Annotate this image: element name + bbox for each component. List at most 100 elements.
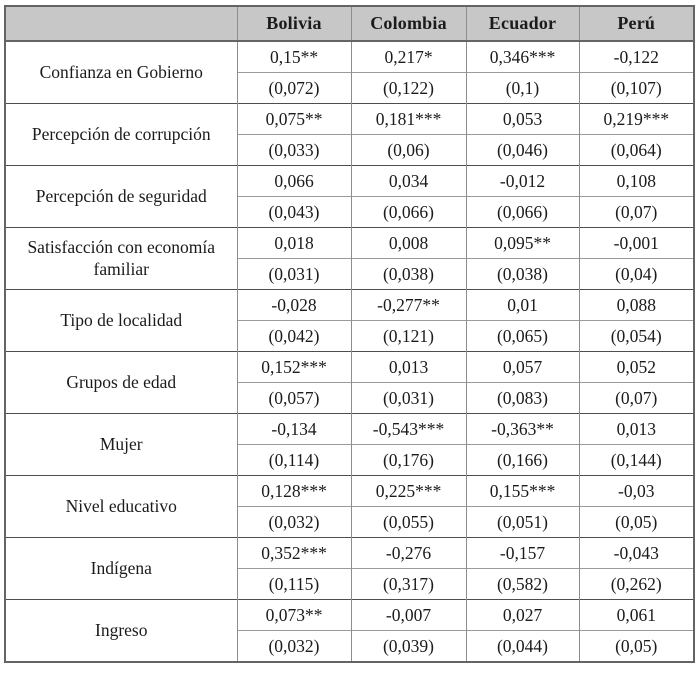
table-header: Bolivia Colombia Ecuador Perú xyxy=(5,6,694,42)
table-row-coefficients: Grupos de edad 0,152*** 0,013 0,057 0,052 xyxy=(5,351,694,414)
coefficient-cell: 0,057 xyxy=(465,351,579,383)
coefficient-cell: 0,219*** xyxy=(578,103,694,135)
table-row-std-errors: (0,057) (0,031) (0,083) (0,07) xyxy=(5,382,694,414)
table-row-coefficients: Ingreso 0,073** -0,007 0,027 0,061 xyxy=(5,599,694,662)
row-label: Percepción de corrupción xyxy=(5,103,237,166)
coefficient-cell: 0,217* xyxy=(350,40,466,73)
coefficient-cell: 0,225*** xyxy=(350,475,466,507)
table-row-std-errors: (0,043) (0,066) (0,066) (0,07) xyxy=(5,196,694,228)
coefficient-cell: -0,276 xyxy=(350,537,466,569)
row-label: Ingreso xyxy=(5,599,237,662)
coefficient-cell: 0,018 xyxy=(236,227,351,259)
table-row-coefficients: Mujer -0,134 -0,543*** -0,363** 0,013 xyxy=(5,413,694,476)
row-label: Mujer xyxy=(5,413,237,476)
table-row-std-errors: (0,114) (0,176) (0,166) (0,144) xyxy=(5,444,694,476)
std-error-cell: (0,031) xyxy=(236,258,351,290)
std-error-cell: (0,582) xyxy=(465,568,579,600)
coefficient-cell: 0,128*** xyxy=(236,475,351,507)
coefficient-cell: 0,061 xyxy=(578,599,694,631)
coefficient-cell: 0,15** xyxy=(236,40,351,73)
col-header-peru: Perú xyxy=(578,6,694,42)
table-row-std-errors: (0,115) (0,317) (0,582) (0,262) xyxy=(5,568,694,600)
std-error-cell: (0,072) xyxy=(236,72,351,104)
coefficient-cell: -0,001 xyxy=(578,227,694,259)
coefficient-cell: -0,543*** xyxy=(350,413,466,445)
row-label: Indígena xyxy=(5,537,237,600)
std-error-cell: (0,317) xyxy=(350,568,466,600)
coefficient-cell: -0,363** xyxy=(465,413,579,445)
coefficient-cell: 0,095** xyxy=(465,227,579,259)
std-error-cell: (0,033) xyxy=(236,134,351,166)
coefficient-cell: 0,108 xyxy=(578,165,694,197)
col-header-ecuador: Ecuador xyxy=(465,6,579,42)
coefficient-cell: -0,043 xyxy=(578,537,694,569)
row-label: Grupos de edad xyxy=(5,351,237,414)
std-error-cell: (0,05) xyxy=(578,506,694,538)
col-header-bolivia: Bolivia xyxy=(236,6,351,42)
std-error-cell: (0,1) xyxy=(465,72,579,104)
coefficient-cell: 0,013 xyxy=(350,351,466,383)
table-row-std-errors: (0,032) (0,039) (0,044) (0,05) xyxy=(5,630,694,662)
table-row-coefficients: Tipo de localidad -0,028 -0,277** 0,01 0,088 xyxy=(5,289,694,352)
std-error-cell: (0,107) xyxy=(578,72,694,104)
corner-cell xyxy=(5,6,237,42)
std-error-cell: (0,031) xyxy=(350,382,466,414)
coefficient-cell: 0,01 xyxy=(465,289,579,321)
col-header-colombia: Colombia xyxy=(350,6,466,42)
coefficient-cell: 0,152*** xyxy=(236,351,351,383)
std-error-cell: (0,046) xyxy=(465,134,579,166)
coefficient-cell: -0,012 xyxy=(465,165,579,197)
row-label: Satisfacción con economía familiar xyxy=(5,227,237,290)
table-row-coefficients: Percepción de seguridad 0,066 0,034 -0,012 0… xyxy=(5,165,694,228)
row-label: Tipo de localidad xyxy=(5,289,237,352)
std-error-cell: (0,07) xyxy=(578,196,694,228)
std-error-cell: (0,051) xyxy=(465,506,579,538)
std-error-cell: (0,038) xyxy=(465,258,579,290)
std-error-cell: (0,166) xyxy=(465,444,579,476)
regression-table: Bolivia Colombia Ecuador Perú Confianza … xyxy=(4,5,695,663)
std-error-cell: (0,039) xyxy=(350,630,466,662)
std-error-cell: (0,057) xyxy=(236,382,351,414)
std-error-cell: (0,121) xyxy=(350,320,466,352)
std-error-cell: (0,032) xyxy=(236,506,351,538)
coefficient-cell: 0,013 xyxy=(578,413,694,445)
coefficient-cell: 0,034 xyxy=(350,165,466,197)
std-error-cell: (0,115) xyxy=(236,568,351,600)
coefficient-cell: 0,052 xyxy=(578,351,694,383)
std-error-cell: (0,043) xyxy=(236,196,351,228)
row-label: Nivel educativo xyxy=(5,475,237,538)
std-error-cell: (0,064) xyxy=(578,134,694,166)
std-error-cell: (0,04) xyxy=(578,258,694,290)
coefficient-cell: 0,053 xyxy=(465,103,579,135)
coefficient-cell: 0,066 xyxy=(236,165,351,197)
std-error-cell: (0,083) xyxy=(465,382,579,414)
std-error-cell: (0,066) xyxy=(465,196,579,228)
coefficient-cell: 0,155*** xyxy=(465,475,579,507)
coefficient-cell: 0,008 xyxy=(350,227,466,259)
std-error-cell: (0,122) xyxy=(350,72,466,104)
header-row: Bolivia Colombia Ecuador Perú xyxy=(5,6,694,42)
std-error-cell: (0,038) xyxy=(350,258,466,290)
table-row-coefficients: Satisfacción con economía familiar 0,018 0… xyxy=(5,227,694,290)
coefficient-cell: 0,352*** xyxy=(236,537,351,569)
std-error-cell: (0,07) xyxy=(578,382,694,414)
coefficient-cell: 0,073** xyxy=(236,599,351,631)
table-row-std-errors: (0,072) (0,122) (0,1) (0,107) xyxy=(5,72,694,104)
std-error-cell: (0,065) xyxy=(465,320,579,352)
table-row-std-errors: (0,031) (0,038) (0,038) (0,04) xyxy=(5,258,694,290)
coefficient-cell: 0,088 xyxy=(578,289,694,321)
coefficient-cell: -0,157 xyxy=(465,537,579,569)
std-error-cell: (0,114) xyxy=(236,444,351,476)
std-error-cell: (0,032) xyxy=(236,630,351,662)
std-error-cell: (0,044) xyxy=(465,630,579,662)
table-row-std-errors: (0,032) (0,055) (0,051) (0,05) xyxy=(5,506,694,538)
coefficient-cell: -0,277** xyxy=(350,289,466,321)
std-error-cell: (0,262) xyxy=(578,568,694,600)
std-error-cell: (0,176) xyxy=(350,444,466,476)
coefficient-cell: -0,134 xyxy=(236,413,351,445)
std-error-cell: (0,054) xyxy=(578,320,694,352)
row-label: Confianza en Gobierno xyxy=(5,40,237,104)
table-row-coefficients: Indígena 0,352*** -0,276 -0,157 -0,043 xyxy=(5,537,694,600)
coefficient-cell: 0,027 xyxy=(465,599,579,631)
